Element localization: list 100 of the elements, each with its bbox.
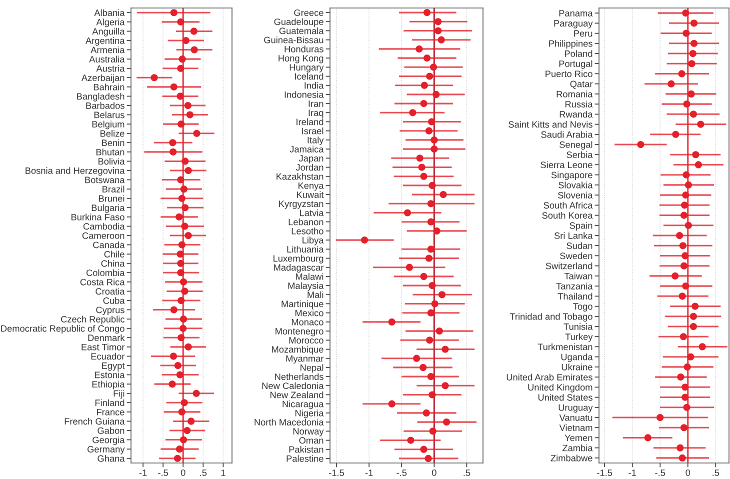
- y-tick-label: Singapore: [551, 172, 592, 180]
- y-tick-label: Lebanon: [288, 218, 324, 226]
- y-tick-label: United Kingdom: [528, 384, 592, 392]
- y-tick-label: Cambodia: [83, 222, 125, 230]
- y-tick-label: India: [304, 82, 324, 89]
- point: [684, 363, 691, 370]
- y-tick-label: Turkmenistan: [538, 343, 592, 350]
- point: [430, 146, 438, 153]
- point: [169, 139, 176, 146]
- y-tick-label: Monaco: [292, 318, 324, 326]
- point: [676, 444, 684, 452]
- point: [682, 171, 690, 178]
- y-tick-label: Lithuania: [287, 246, 324, 253]
- point: [682, 282, 690, 290]
- x-tick-label: 0: [432, 469, 436, 476]
- y-tick-label: Senegal: [560, 141, 592, 150]
- point: [182, 36, 190, 44]
- y-tick-label: Brazil: [102, 186, 124, 192]
- y-tick-label: Peru: [574, 30, 592, 37]
- y-tick-label: Tunisia: [564, 323, 593, 330]
- y-tick-label: Albania: [94, 9, 125, 16]
- point: [427, 309, 434, 316]
- point: [425, 254, 432, 262]
- point: [170, 352, 178, 360]
- y-tick-label: Mali: [308, 291, 324, 298]
- y-tick-label: Nicaragua: [282, 400, 324, 410]
- y-tick-label: Estonia: [94, 371, 125, 378]
- y-tick-label: Lesotho: [292, 228, 324, 234]
- y-tick-label: Algeria: [96, 18, 125, 28]
- y-tick-label: Denmark: [88, 334, 125, 342]
- y-tick-label: Montenegro: [276, 328, 324, 336]
- point: [416, 154, 424, 162]
- y-tick-label: East Timor: [82, 344, 125, 350]
- point: [178, 56, 186, 63]
- x-tick-label: .5: [464, 470, 470, 476]
- point: [176, 446, 184, 453]
- y-tick-label: Portugal: [559, 60, 592, 69]
- x-tick-label: -1.5: [597, 470, 612, 476]
- point: [676, 232, 684, 240]
- point: [682, 192, 690, 199]
- y-tick-label: South Africa: [544, 202, 593, 209]
- y-tick-label: Puerto Rico: [546, 70, 592, 78]
- point: [688, 60, 696, 68]
- y-tick-label: Barbados: [86, 102, 124, 109]
- y-tick-label: Palestine: [286, 455, 324, 462]
- point: [180, 278, 188, 286]
- point: [360, 236, 368, 244]
- y-tick-label: Poland: [564, 50, 592, 57]
- y-tick-label: Jordan: [296, 164, 324, 171]
- y-tick-label: Slovenia: [558, 192, 593, 198]
- y-tick-label: Switzerland: [546, 262, 592, 270]
- point: [184, 102, 192, 110]
- point: [180, 324, 187, 332]
- point: [679, 242, 686, 250]
- y-tick-label: Guatemala: [279, 27, 324, 34]
- y-tick-label: Pakistan: [289, 446, 324, 453]
- y-tick-label: Luxembourg: [274, 254, 324, 264]
- y-tick-label: Armenia: [90, 46, 125, 54]
- y-tick-label: Brunei: [99, 195, 124, 202]
- point: [426, 72, 434, 80]
- y-tick-label: Nepal: [300, 364, 324, 373]
- point: [170, 83, 178, 90]
- y-tick-label: Netherlands: [275, 373, 324, 380]
- y-tick-label: Ghana: [98, 455, 125, 462]
- point: [388, 400, 396, 408]
- y-tick-label: Philippines: [549, 40, 592, 49]
- y-tick-label: Croatia: [96, 288, 125, 295]
- y-tick-label: Serbia: [566, 151, 593, 158]
- y-tick-label: Canada: [93, 241, 125, 248]
- y-tick-label: Latvia: [300, 209, 324, 216]
- y-tick-label: Hong Kong: [278, 55, 324, 64]
- point: [692, 302, 699, 310]
- y-tick-label: Japan: [298, 155, 324, 164]
- y-tick-label: Fiji: [114, 390, 124, 399]
- point: [178, 334, 185, 342]
- point: [176, 92, 184, 100]
- point: [186, 111, 194, 118]
- point: [677, 374, 684, 381]
- y-tick-label: Kazakhstan: [276, 173, 324, 180]
- point: [684, 181, 692, 188]
- point: [407, 436, 414, 444]
- y-tick-label: Benin: [102, 139, 124, 146]
- point: [181, 222, 188, 230]
- y-tick-label: Jamaica: [290, 146, 324, 152]
- y-tick-label: Libya: [302, 236, 324, 246]
- point: [430, 64, 438, 71]
- point: [420, 172, 428, 180]
- y-tick-label: Austria: [96, 65, 125, 72]
- y-tick-label: Ethiopia: [92, 380, 125, 390]
- point: [177, 18, 184, 26]
- point: [682, 394, 689, 401]
- point: [423, 9, 431, 16]
- y-tick-label: Iceland: [295, 72, 324, 80]
- y-tick-label: New Caledonia: [262, 382, 324, 390]
- point: [683, 100, 690, 108]
- y-tick-label: Ireland: [296, 118, 324, 126]
- point: [438, 36, 445, 44]
- y-tick-label: French Guiana: [64, 418, 125, 425]
- point: [404, 209, 412, 216]
- point: [425, 127, 432, 134]
